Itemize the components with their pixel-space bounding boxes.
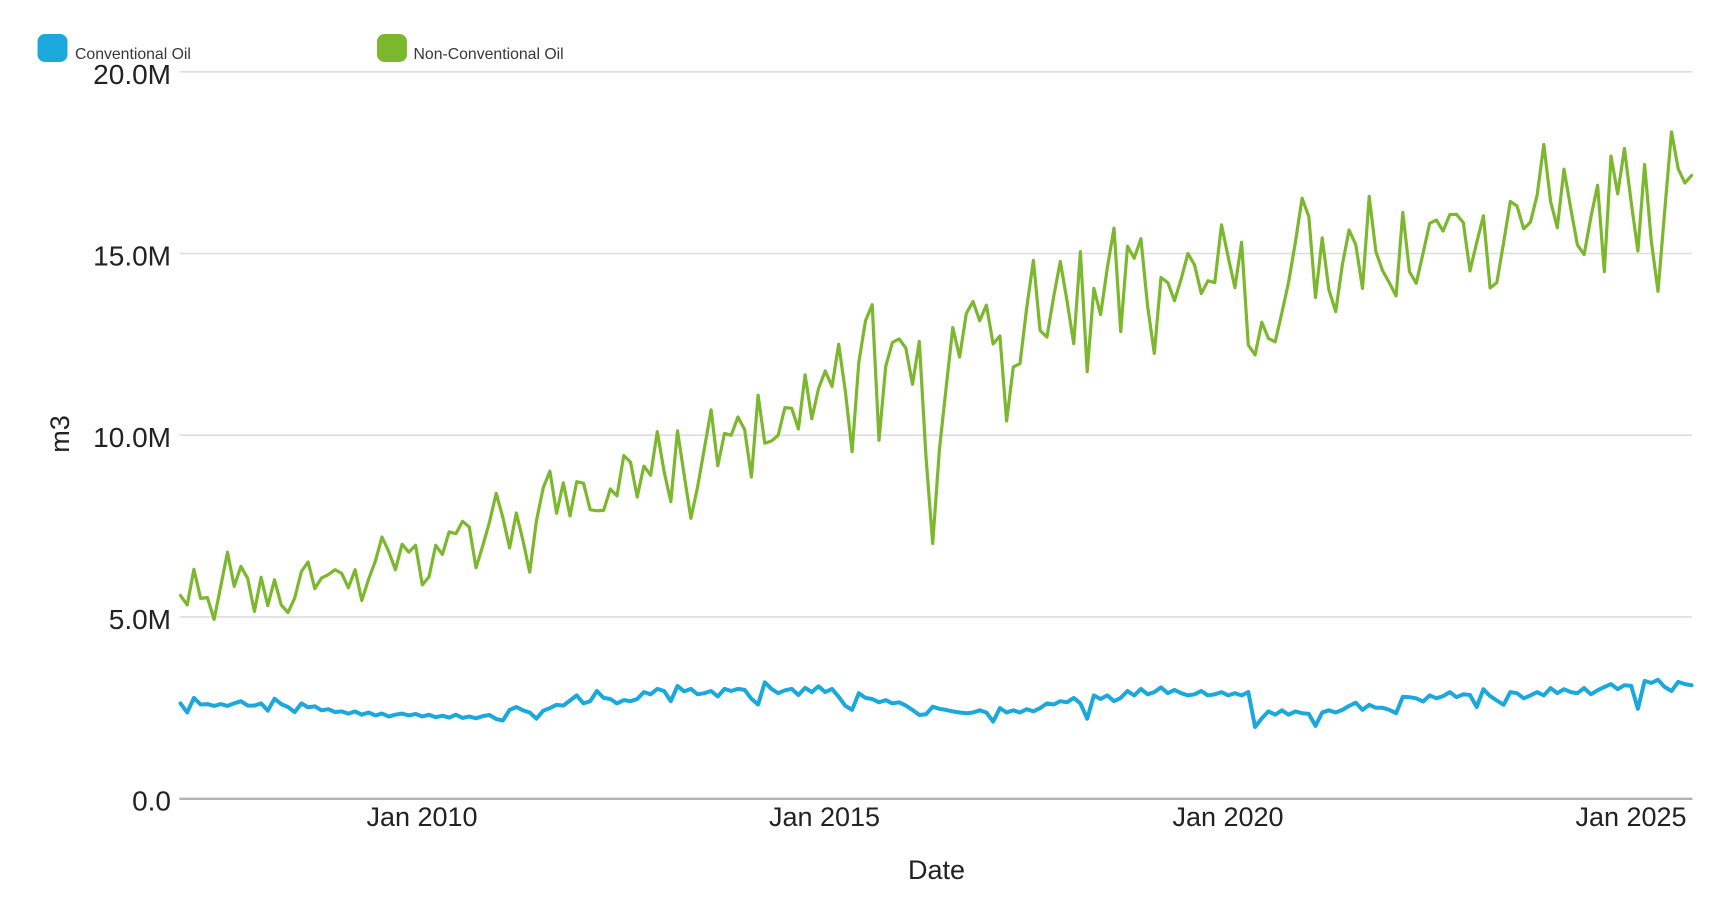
svg-text:Conventional Oil: Conventional Oil	[75, 46, 191, 63]
svg-text:Jan 2010: Jan 2010	[366, 802, 477, 832]
svg-text:Date: Date	[908, 855, 965, 885]
svg-text:Non-Conventional Oil: Non-Conventional Oil	[414, 46, 564, 63]
svg-text:20.0M: 20.0M	[93, 59, 171, 90]
svg-text:15.0M: 15.0M	[93, 241, 171, 272]
svg-text:0.0: 0.0	[132, 786, 171, 817]
svg-text:Jan 2025: Jan 2025	[1575, 802, 1686, 832]
svg-text:Jan 2020: Jan 2020	[1172, 802, 1283, 832]
svg-text:5.0M: 5.0M	[109, 604, 171, 635]
svg-text:Jan 2015: Jan 2015	[769, 802, 880, 832]
svg-text:10.0M: 10.0M	[93, 422, 171, 453]
svg-text:m3: m3	[45, 415, 75, 453]
